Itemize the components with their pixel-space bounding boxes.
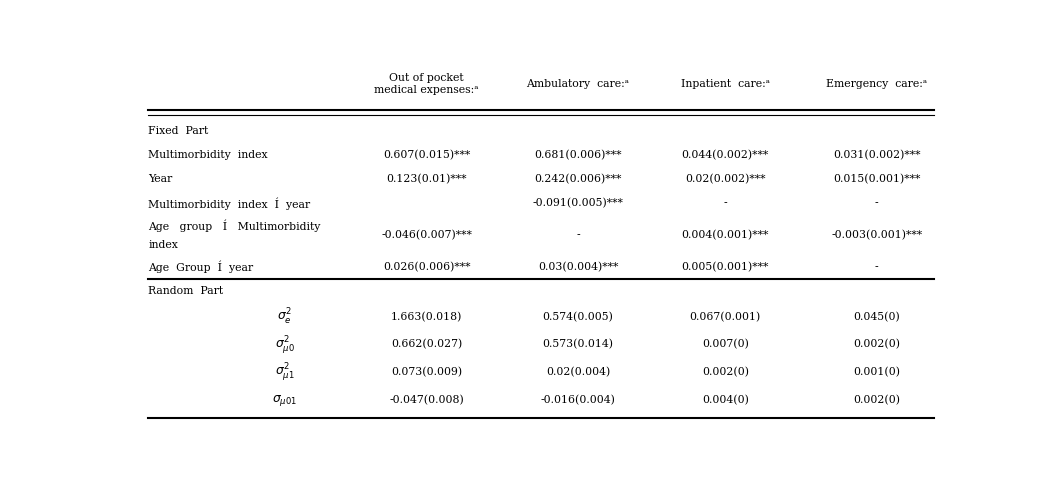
Text: 0.004(0): 0.004(0)	[702, 395, 749, 405]
Text: 0.007(0): 0.007(0)	[702, 339, 749, 350]
Text: 0.045(0): 0.045(0)	[853, 311, 900, 322]
Text: 0.002(0): 0.002(0)	[702, 367, 749, 377]
Text: 0.574(0.005): 0.574(0.005)	[543, 311, 614, 322]
Text: $\sigma_{\mu01}$: $\sigma_{\mu01}$	[272, 393, 298, 408]
Text: Year: Year	[148, 174, 172, 185]
Text: 0.026(0.006)***: 0.026(0.006)***	[383, 261, 470, 272]
Text: -: -	[875, 199, 879, 209]
Text: Multimorbidity  index  Í  year: Multimorbidity index Í year	[148, 197, 310, 210]
Text: 0.123(0.01)***: 0.123(0.01)***	[386, 174, 467, 185]
Text: 0.073(0.009): 0.073(0.009)	[391, 367, 463, 377]
Text: 0.03(0.004)***: 0.03(0.004)***	[538, 261, 618, 272]
Text: Inpatient  care:ᵃ: Inpatient care:ᵃ	[681, 79, 770, 89]
Text: Ambulatory  care:ᵃ: Ambulatory care:ᵃ	[527, 79, 629, 89]
Text: Emergency  care:ᵃ: Emergency care:ᵃ	[826, 79, 927, 89]
Text: 0.031(0.002)***: 0.031(0.002)***	[833, 150, 921, 161]
Text: 0.002(0): 0.002(0)	[853, 339, 901, 350]
Text: 0.004(0.001)***: 0.004(0.001)***	[682, 230, 769, 240]
Text: -: -	[723, 199, 728, 209]
Text: Random  Part: Random Part	[148, 286, 224, 296]
Text: 0.02(0.004): 0.02(0.004)	[546, 367, 610, 377]
Text: 0.607(0.015)***: 0.607(0.015)***	[383, 150, 470, 161]
Text: 0.005(0.001)***: 0.005(0.001)***	[682, 261, 769, 272]
Text: 0.044(0.002)***: 0.044(0.002)***	[682, 150, 769, 161]
Text: Age  Group  Í  year: Age Group Í year	[148, 260, 253, 273]
Text: 0.681(0.006)***: 0.681(0.006)***	[534, 150, 622, 161]
Text: 0.242(0.006)***: 0.242(0.006)***	[534, 174, 622, 185]
Text: 0.662(0.027): 0.662(0.027)	[391, 339, 463, 350]
Text: 0.002(0): 0.002(0)	[853, 395, 901, 405]
Text: -: -	[875, 262, 879, 271]
Text: 0.015(0.001)***: 0.015(0.001)***	[833, 174, 921, 185]
Text: 1.663(0.018): 1.663(0.018)	[391, 311, 463, 322]
Text: Fixed  Part: Fixed Part	[148, 126, 209, 136]
Text: -0.046(0.007)***: -0.046(0.007)***	[381, 230, 472, 240]
Text: -0.016(0.004): -0.016(0.004)	[541, 395, 616, 405]
Text: 0.02(0.002)***: 0.02(0.002)***	[685, 174, 766, 185]
Text: Age   group   Í   Multimorbidity: Age group Í Multimorbidity	[148, 219, 321, 231]
Text: 0.573(0.014): 0.573(0.014)	[543, 339, 614, 350]
Text: $\sigma_{\mu0}^2$: $\sigma_{\mu0}^2$	[275, 334, 295, 356]
Text: -0.091(0.005)***: -0.091(0.005)***	[532, 199, 623, 209]
Text: index: index	[148, 240, 178, 250]
Text: -0.047(0.008): -0.047(0.008)	[390, 395, 464, 405]
Text: -: -	[577, 230, 580, 240]
Text: Multimorbidity  index: Multimorbidity index	[148, 150, 268, 160]
Text: -0.003(0.001)***: -0.003(0.001)***	[831, 230, 922, 240]
Text: 0.001(0): 0.001(0)	[853, 367, 901, 377]
Text: $\sigma_{\mu1}^2$: $\sigma_{\mu1}^2$	[275, 362, 295, 383]
Text: $\sigma_e^2$: $\sigma_e^2$	[278, 307, 293, 327]
Text: 0.067(0.001): 0.067(0.001)	[690, 311, 761, 322]
Text: Out of pocket
medical expenses:ᵃ: Out of pocket medical expenses:ᵃ	[375, 73, 478, 94]
